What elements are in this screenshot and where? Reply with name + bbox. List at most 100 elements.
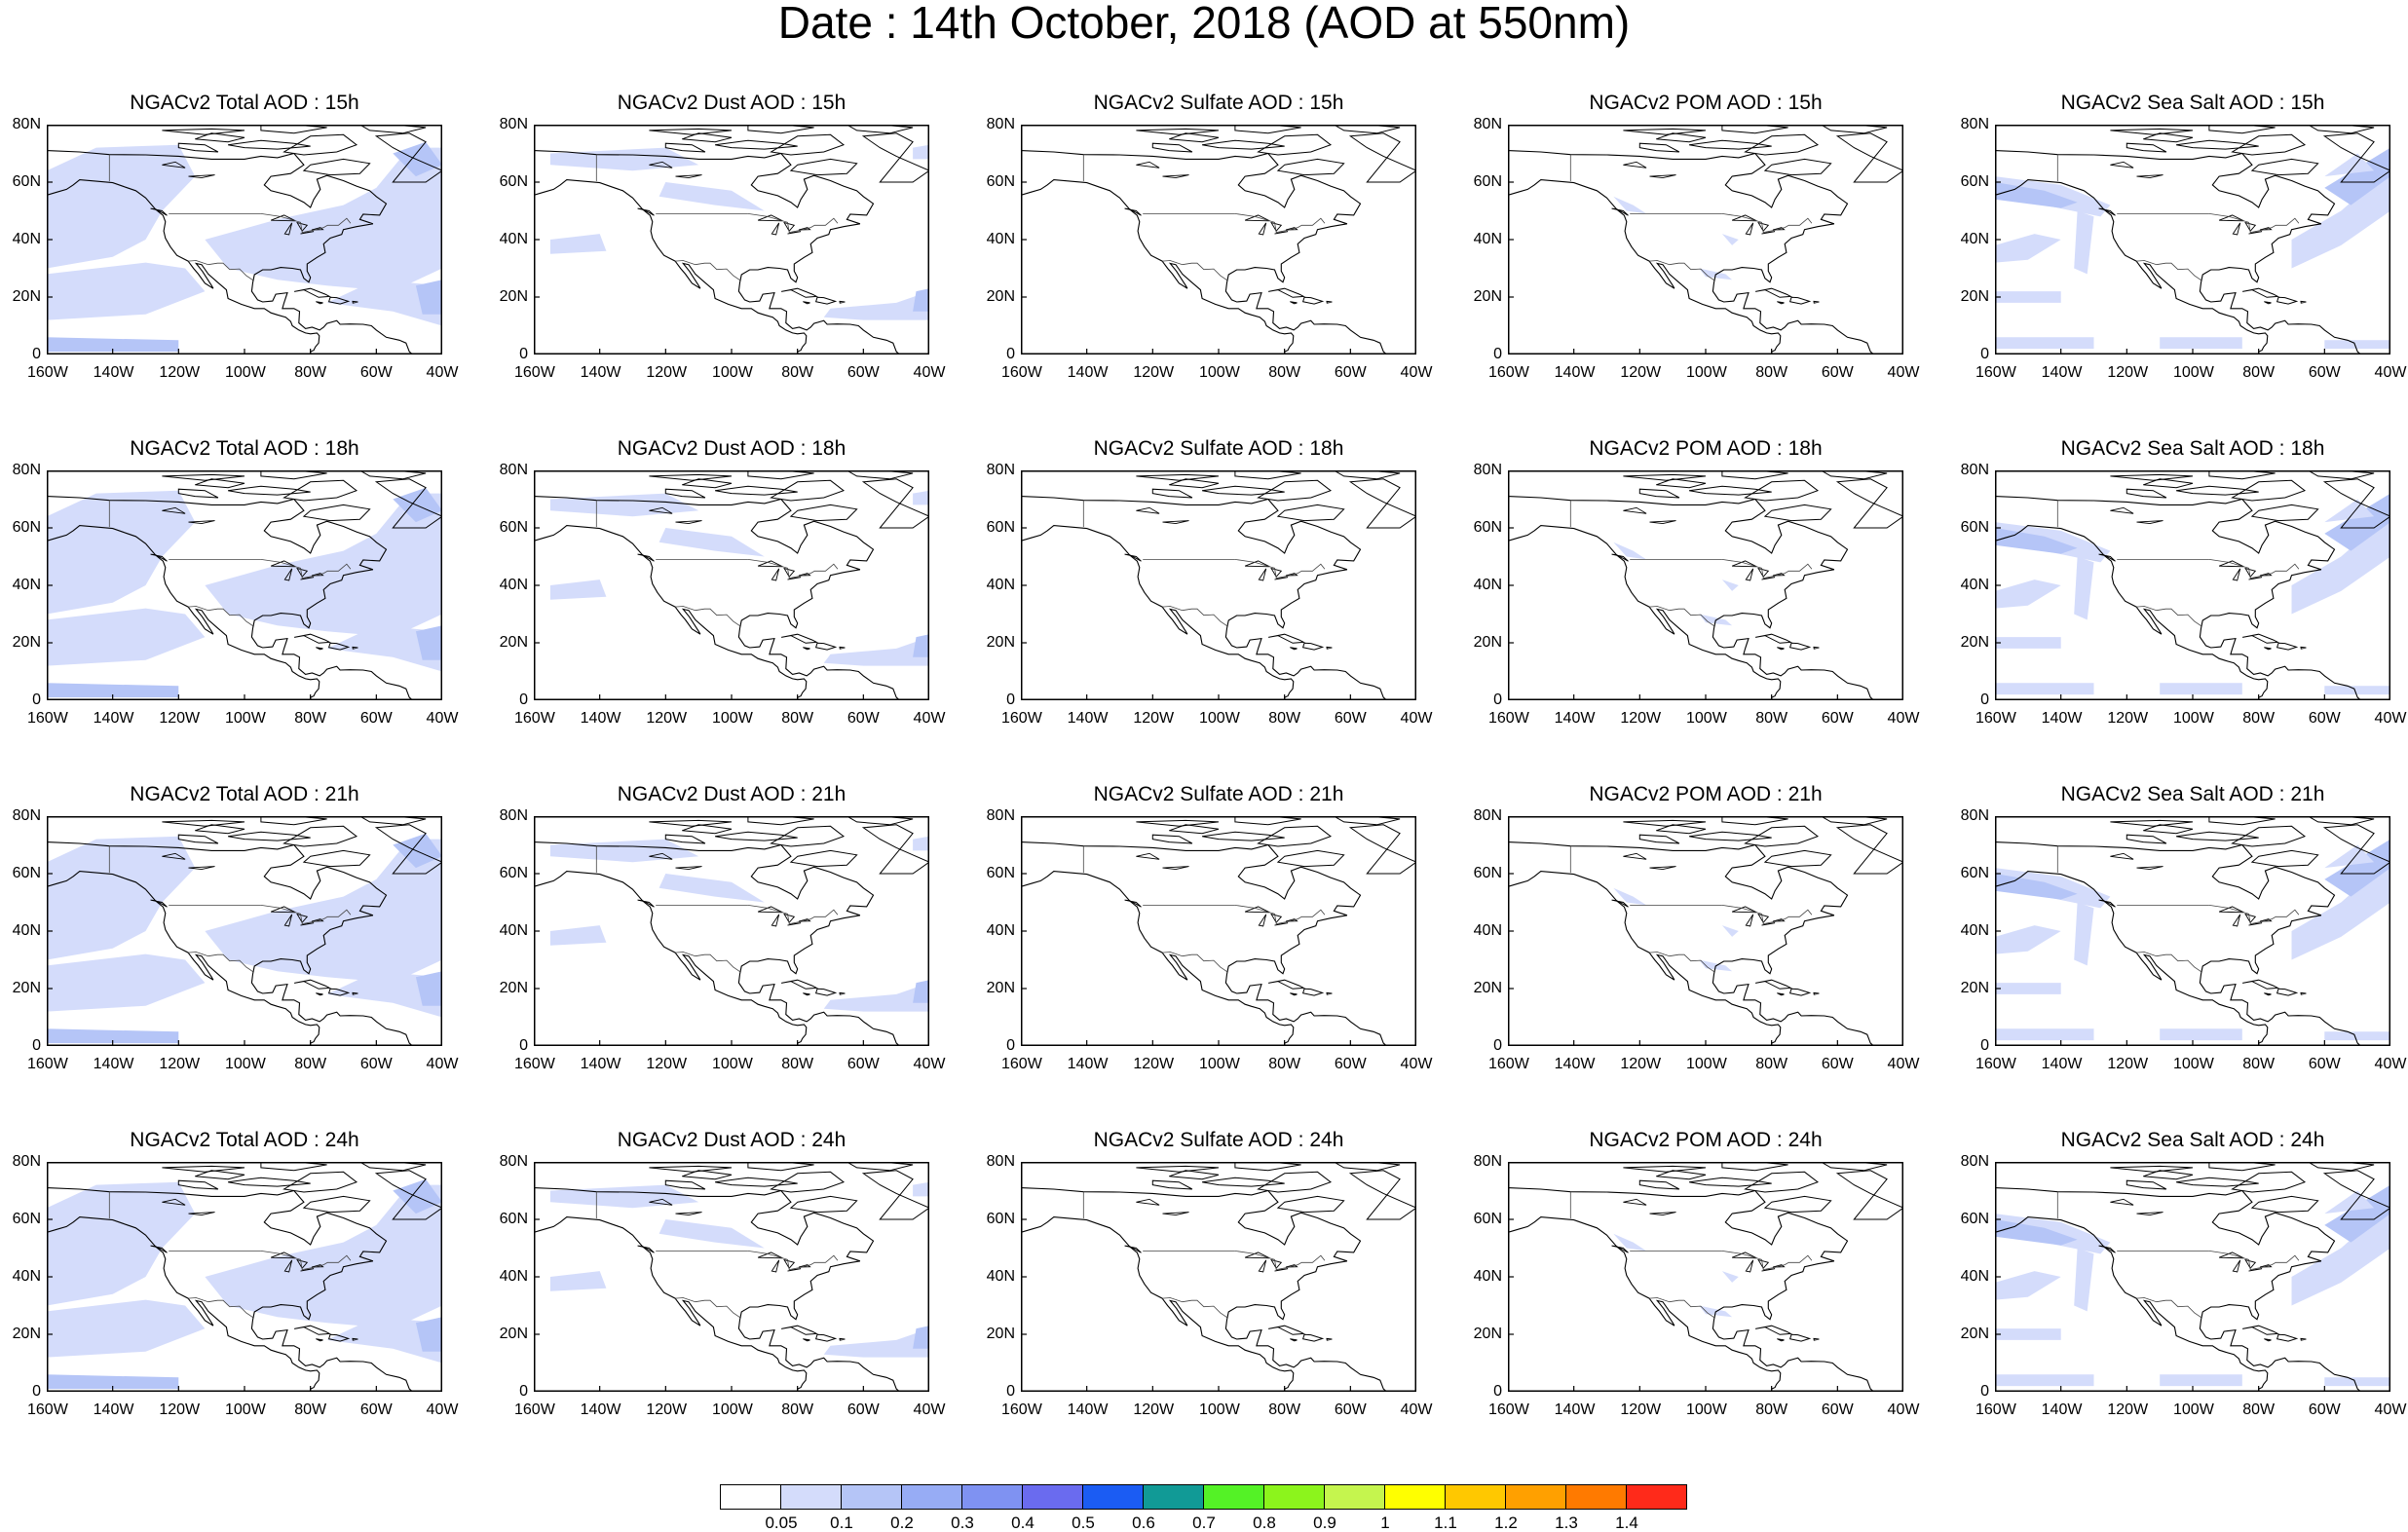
map-plot [534,1162,929,1392]
lake-outline [1285,573,1298,577]
lake-outline [771,914,780,927]
island-outline [294,1325,332,1335]
island-outline [2307,470,2375,480]
y-tick-label: 60N [12,1211,41,1227]
lake-outline [1731,214,1757,222]
island-outline [1721,1162,1788,1172]
island-outline [195,478,245,489]
x-tick-label: 120W [646,1056,688,1072]
island-outline [260,816,327,826]
island-outline [1257,133,1333,156]
y-tick-label: 40N [1960,1268,1989,1285]
lake-outline [1745,222,1754,236]
lake-outline [2218,906,2244,914]
aod-patch [47,1028,179,1044]
lake-outline [2244,567,2257,578]
panel-title: NGACv2 Dust AOD : 18h [617,437,847,460]
x-tick-label: 140W [2041,1401,2083,1418]
x-tick-label: 140W [1067,1056,1109,1072]
y-tick-label: 20N [986,288,1015,305]
lake-outline [1757,221,1770,232]
island-outline [770,133,846,156]
coastline [1508,841,1875,1046]
map-svg [1995,125,2390,355]
coastline [47,1187,414,1392]
y-tick-label: 40N [12,231,41,247]
y-tick-label: 20N [499,634,528,651]
aod-patch [913,634,929,657]
island-outline [747,125,814,134]
lake-outline [311,227,324,231]
lake-outline [1258,222,1267,236]
island-outline [1763,504,1832,522]
island-outline [1788,296,1812,305]
aod-patch [2324,153,2375,177]
aod-patch [47,683,179,698]
colorbar-swatch [901,1484,962,1510]
aod-patch [1613,196,1647,214]
x-tick-label: 40W [1887,1401,1920,1418]
island-outline [1763,1195,1832,1214]
x-tick-label: 60W [847,364,880,381]
island-outline [1755,1325,1793,1335]
map-plot [47,1162,442,1392]
y-tick-label: 80N [986,1153,1015,1170]
island-outline [2250,1195,2319,1214]
island-outline [1257,479,1333,502]
aod-patch [2074,556,2094,620]
island-outline [1755,633,1793,644]
x-tick-label: 40W [1400,1401,1433,1418]
island-outline [664,488,706,499]
x-tick-label: 100W [225,364,266,381]
lake-outline [2110,161,2134,168]
lake-outline [1270,221,1283,232]
island-outline [2098,553,2116,562]
panel-title: NGACv2 POM AOD : 18h [1589,437,1823,460]
lake-outline [798,1264,811,1268]
lake-outline [1772,1264,1786,1268]
lake-outline [311,1264,324,1268]
aod-patch [549,1271,607,1291]
island-outline [2208,125,2276,134]
lake-outline [188,520,215,525]
island-outline [789,158,858,176]
colorbar-label: 0.1 [830,1513,853,1532]
lake-outline [300,231,315,235]
y-tick-label: 0 [32,1037,41,1054]
colorbar-swatch [720,1484,781,1510]
aod-patch [1995,1028,2094,1041]
island-outline [803,1338,810,1342]
island-outline [228,485,311,496]
border-line [2136,1297,2201,1318]
aod-patch [1995,637,2061,649]
y-tick-label: 40N [1473,922,1502,939]
map-plot [47,125,442,355]
island-outline [177,142,219,153]
aod-patch [2324,493,2390,551]
x-tick-label: 160W [1001,710,1042,727]
island-outline [637,1245,655,1253]
lake-outline [1731,906,1757,914]
island-outline [2143,132,2194,143]
island-outline [2231,1171,2307,1193]
island-outline [2143,478,2194,489]
x-tick-label: 140W [2041,1056,2083,1072]
panel-title: NGACv2 POM AOD : 21h [1589,783,1823,805]
lake-outline [2259,918,2273,922]
island-outline [747,816,814,826]
aod-patch [2324,147,2390,206]
island-outline [789,1195,858,1214]
island-outline [1611,207,1629,216]
y-tick-label: 20N [1473,634,1502,651]
island-outline [358,816,427,826]
lake-outline [787,1268,802,1272]
x-tick-label: 60W [359,710,393,727]
x-tick-label: 80W [1268,1056,1301,1072]
island-outline [302,504,371,522]
island-outline [1276,849,1345,868]
island-outline [839,1337,846,1341]
map-plot [47,470,442,700]
map-plot [47,816,442,1046]
colorbar-swatch [1626,1484,1687,1510]
island-outline [2264,647,2272,651]
